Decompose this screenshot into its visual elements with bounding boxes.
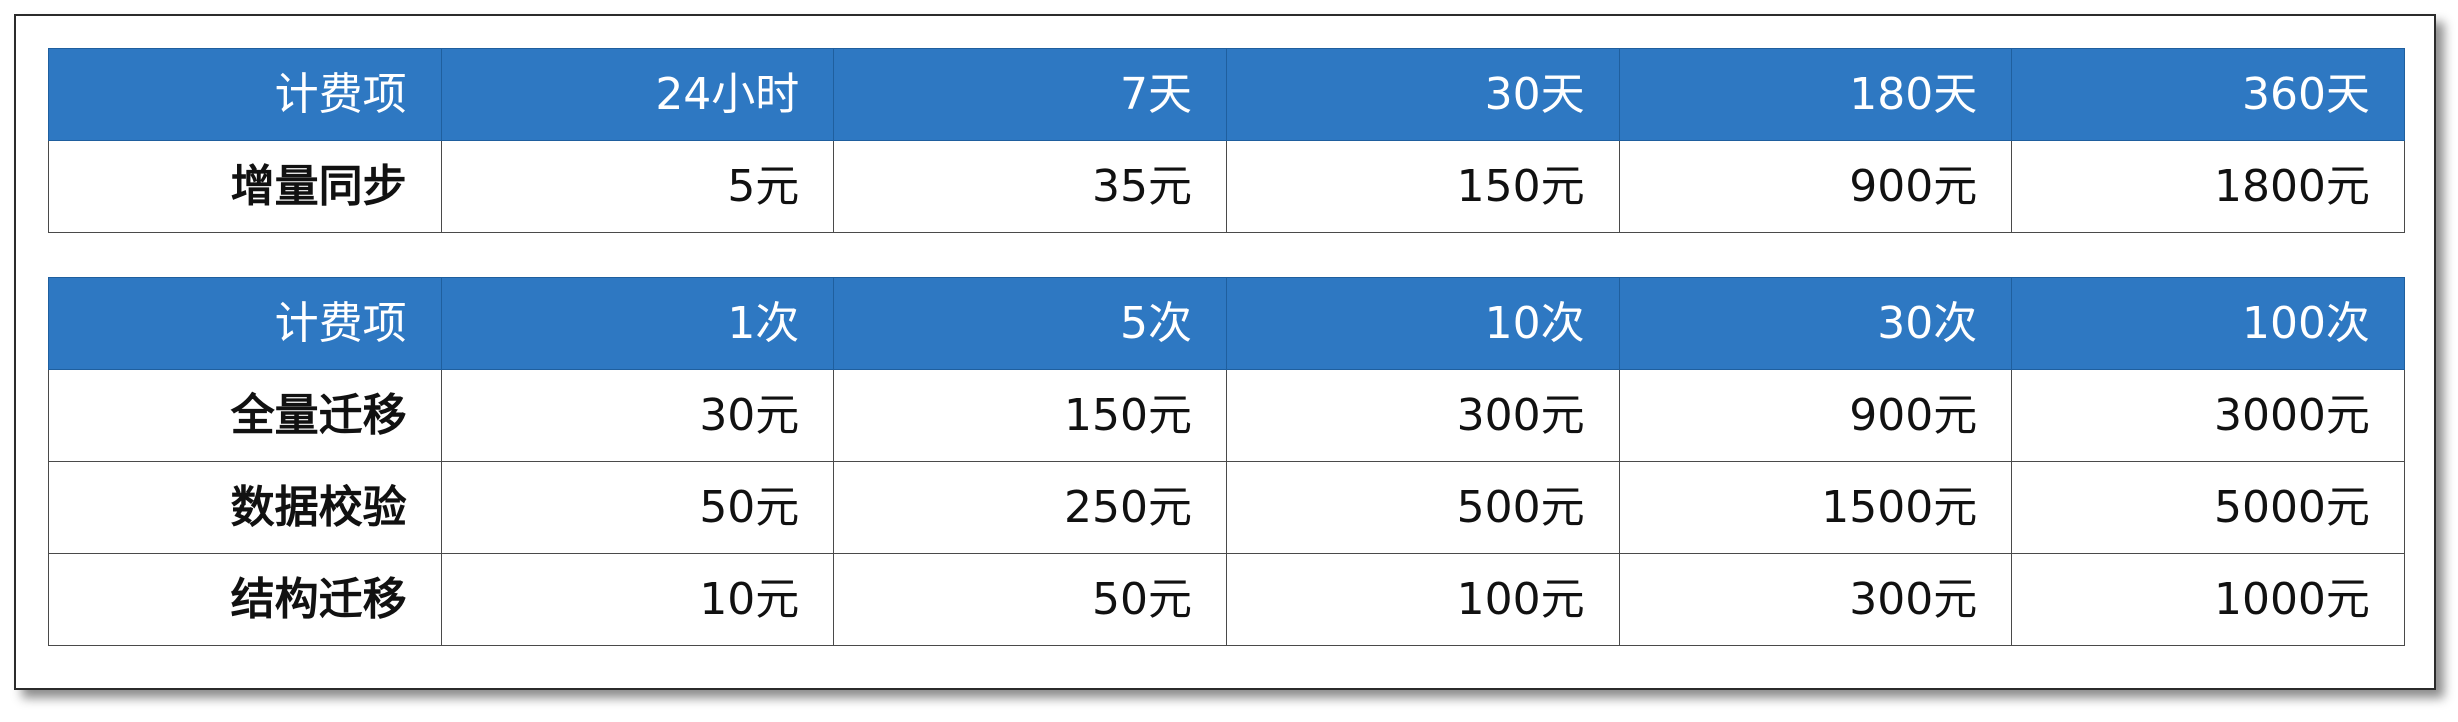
row-label: 全量迁移 — [48, 369, 442, 462]
price-cell: 250元 — [833, 461, 1227, 554]
column-header-360-days: 360天 — [2011, 48, 2405, 141]
table-row-schema-migration: 结构迁移 10元 50元 100元 300元 1000元 — [48, 553, 2405, 646]
column-header-5-times: 5次 — [833, 277, 1227, 370]
price-cell: 35元 — [833, 140, 1227, 233]
price-cell: 1500元 — [1618, 461, 2013, 554]
price-cell: 150元 — [833, 369, 1227, 462]
row-label: 结构迁移 — [48, 553, 442, 646]
price-cell: 50元 — [833, 553, 1227, 646]
table-row-incremental-sync: 增量同步 5元 35元 150元 900元 1800元 — [48, 140, 2405, 233]
price-cell: 10元 — [440, 553, 835, 646]
price-cell: 300元 — [1618, 553, 2013, 646]
usage-count-pricing-table: 计费项 1次 5次 10次 30次 100次 全量迁移 30元 150元 300… — [48, 277, 2405, 646]
table-row-full-migration: 全量迁移 30元 150元 300元 900元 3000元 — [48, 369, 2405, 462]
pricing-panel: 计费项 24小时 7天 30天 180天 360天 增量同步 5元 35元 15… — [14, 14, 2436, 690]
price-cell: 300元 — [1225, 369, 1620, 462]
price-cell: 1000元 — [2011, 553, 2405, 646]
price-cell: 100元 — [1225, 553, 1620, 646]
price-cell: 1800元 — [2011, 140, 2405, 233]
column-header-30-times: 30次 — [1618, 277, 2013, 370]
duration-pricing-table: 计费项 24小时 7天 30天 180天 360天 增量同步 5元 35元 15… — [48, 48, 2405, 233]
price-cell: 900元 — [1618, 140, 2013, 233]
price-cell: 150元 — [1225, 140, 1620, 233]
table-header-row: 计费项 1次 5次 10次 30次 100次 — [48, 277, 2405, 370]
row-label: 数据校验 — [48, 461, 442, 554]
column-header-180-days: 180天 — [1618, 48, 2013, 141]
column-header-billing-item: 计费项 — [48, 48, 442, 141]
column-header-30-days: 30天 — [1225, 48, 1620, 141]
row-label: 增量同步 — [48, 140, 442, 233]
price-cell: 5元 — [440, 140, 835, 233]
price-cell: 3000元 — [2011, 369, 2405, 462]
price-cell: 500元 — [1225, 461, 1620, 554]
column-header-24-hours: 24小时 — [440, 48, 835, 141]
price-cell: 5000元 — [2011, 461, 2405, 554]
price-cell: 50元 — [440, 461, 835, 554]
column-header-100-times: 100次 — [2011, 277, 2405, 370]
column-header-1-time: 1次 — [440, 277, 835, 370]
table-header-row: 计费项 24小时 7天 30天 180天 360天 — [48, 48, 2405, 141]
price-cell: 900元 — [1618, 369, 2013, 462]
price-cell: 30元 — [440, 369, 835, 462]
table-row-data-verification: 数据校验 50元 250元 500元 1500元 5000元 — [48, 461, 2405, 554]
column-header-billing-item: 计费项 — [48, 277, 442, 370]
column-header-7-days: 7天 — [833, 48, 1227, 141]
column-header-10-times: 10次 — [1225, 277, 1620, 370]
